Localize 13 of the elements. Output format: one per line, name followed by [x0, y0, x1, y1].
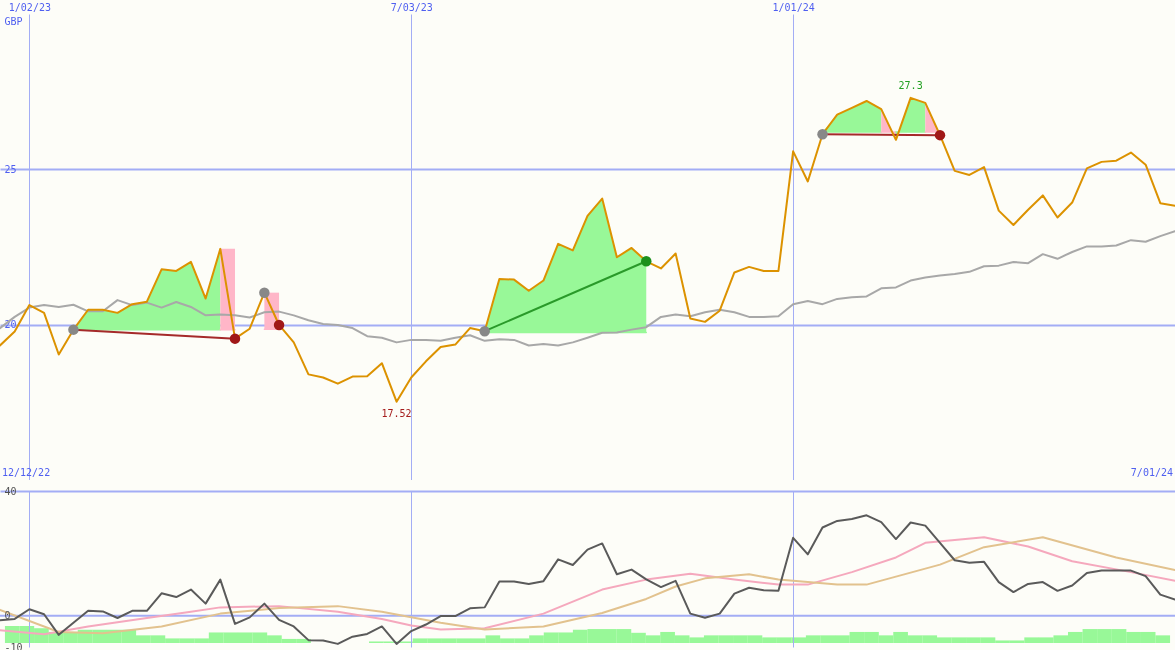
x-tick-label: 7/03/23 [390, 1, 433, 13]
annotation: 12/12/22 [2, 467, 51, 478]
y-tick-label: -10 [4, 641, 23, 650]
y-tick-label: 25 [4, 163, 17, 175]
y-axis-title: GBP [4, 15, 23, 27]
y-tick-label: 40 [4, 485, 17, 497]
x-tick-label: 1/02/23 [8, 1, 51, 13]
annotation: 27.3 [898, 79, 923, 91]
x-tick-label: 1/01/24 [772, 1, 815, 13]
annotation: 17.52 [381, 407, 412, 419]
annotation: 7/01/24 [1130, 467, 1173, 478]
y-tick-label: 20 [4, 319, 17, 331]
y-tick-label: 0 [4, 610, 11, 622]
